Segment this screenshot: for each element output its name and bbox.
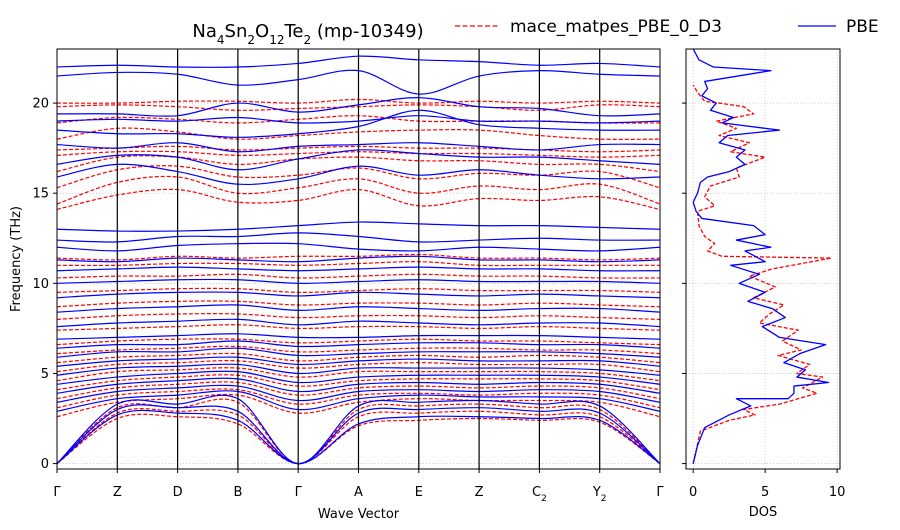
kpoint-label: A	[354, 485, 363, 500]
dos-gridlines	[686, 49, 840, 469]
dos-line-pbe	[692, 49, 830, 464]
chart-title: Na4Sn2O12Te2 (mp-10349)	[192, 21, 423, 47]
band-y-tick-label: 0	[41, 457, 49, 472]
dos-panel: 0 5 10 DOS	[682, 48, 845, 520]
band-plot-frame	[56, 48, 661, 470]
kpoint-label: B	[233, 485, 242, 500]
band-structure-panel: 0 5 10 15 20 Γ Z D B Γ A E Z C2 Y2 Γ Wave Vector Frequ…	[9, 48, 664, 522]
kpoint-label: Γ	[295, 485, 303, 500]
legend-label-mace: mace_matpes_PBE_0_D3	[510, 17, 722, 37]
dos-x-ticks: 0 5 10	[689, 469, 845, 500]
band-y-tick-label: 5	[41, 367, 49, 382]
kpoint-label: Z	[475, 485, 484, 500]
kpoint-label: D	[173, 485, 183, 500]
dos-x-tick-label: 0	[689, 485, 697, 500]
band-y-tick-label: 10	[32, 277, 49, 292]
band-x-ticks: Γ Z D B Γ A E Z C2 Y2 Γ	[53, 469, 664, 504]
kpoint-label: Y2	[592, 485, 607, 504]
band-y-axis-label: Frequency (THz)	[9, 206, 24, 312]
kpoint-label: Γ	[53, 485, 61, 500]
dos-x-tick-label: 5	[761, 485, 769, 500]
dos-curves	[692, 49, 833, 464]
kpoint-label: E	[415, 485, 423, 500]
band-y-tick-label: 20	[32, 97, 49, 112]
dos-plot-frame	[685, 48, 841, 470]
band-line	[57, 404, 660, 465]
band-line	[57, 381, 660, 400]
band-y-tick-label: 15	[32, 187, 49, 202]
dos-x-tick-label: 10	[829, 485, 846, 500]
band-x-axis-label: Wave Vector	[318, 507, 400, 522]
kpoint-label: C2	[532, 485, 547, 504]
kpoint-label: Z	[113, 485, 122, 500]
dos-x-axis-label: DOS	[749, 505, 778, 520]
band-line	[57, 394, 660, 465]
kpoint-vertical-lines	[116, 49, 601, 469]
band-line	[57, 388, 660, 409]
legend-label-pbe: PBE	[846, 17, 879, 37]
legend: mace_matpes_PBE_0_D3 PBE	[455, 17, 879, 37]
dos-y-ticks	[682, 102, 686, 465]
kpoint-label: Γ	[656, 485, 664, 500]
band-line	[57, 408, 660, 465]
band-line	[57, 155, 660, 173]
dos-line-mace	[692, 84, 833, 464]
band-y-ticks: 0 5 10 15 20	[32, 97, 57, 472]
band-line	[57, 409, 660, 465]
